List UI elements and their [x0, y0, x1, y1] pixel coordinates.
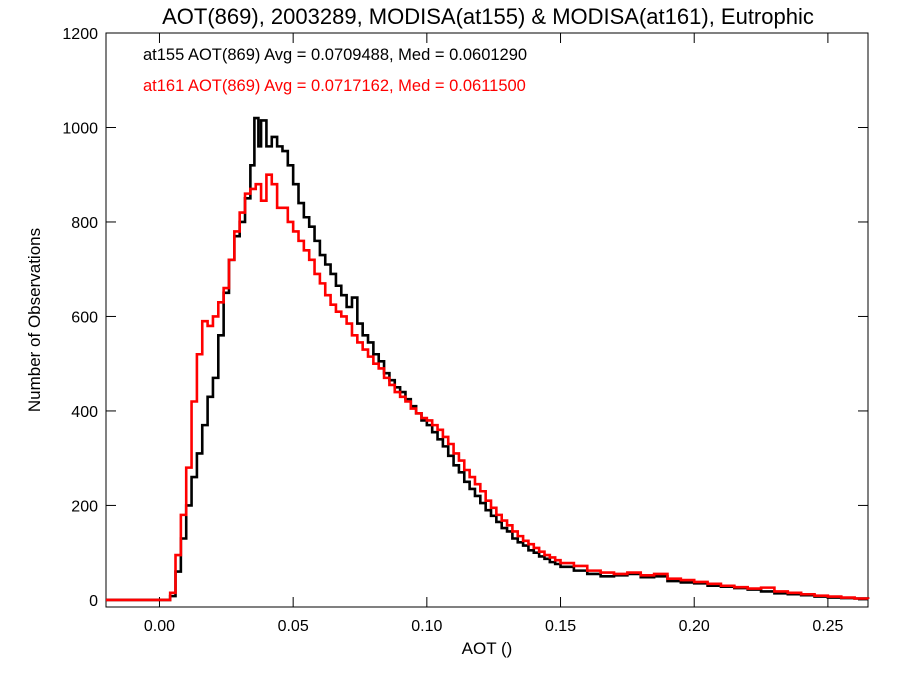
y-tick-label: 400 [71, 404, 98, 421]
x-tick-label: 0.05 [278, 618, 309, 635]
legend-at161: at161 AOT(869) Avg = 0.0717162, Med = 0.… [143, 77, 526, 95]
series-layer [106, 116, 870, 602]
plot-frame [105, 32, 869, 608]
axis-ticks: 0.00 0.05 0.10 0.15 0.20 0.25 0 200 400 600 800 100… [62, 26, 868, 635]
x-tick-label: 0.10 [411, 618, 442, 635]
legend-at155: at155 AOT(869) Avg = 0.0709488, Med = 0.… [143, 46, 527, 64]
x-tick-label: 0.15 [545, 618, 576, 635]
x-axis-label: AOT () [462, 639, 513, 658]
y-tick-label: 1200 [62, 26, 98, 43]
x-tick-label: 0.00 [144, 618, 175, 635]
y-tick-label: 800 [71, 215, 98, 232]
chart-title: AOT(869), 2003289, MODISA(at155) & MODIS… [162, 4, 814, 29]
y-axis-label: Number of Observations [25, 228, 44, 412]
x-tick-label: 0.25 [812, 618, 843, 635]
y-tick-label: 200 [71, 498, 98, 515]
series-at161 [106, 173, 870, 602]
y-tick-label: 1000 [62, 120, 98, 137]
x-tick-label: 0.20 [679, 618, 710, 635]
y-tick-label: 0 [89, 593, 98, 610]
series-at155 [106, 116, 870, 602]
plot-area: 0.00 0.05 0.10 0.15 0.20 0.25 0 200 400 600 800 100… [62, 26, 870, 635]
y-tick-label: 600 [71, 309, 98, 326]
